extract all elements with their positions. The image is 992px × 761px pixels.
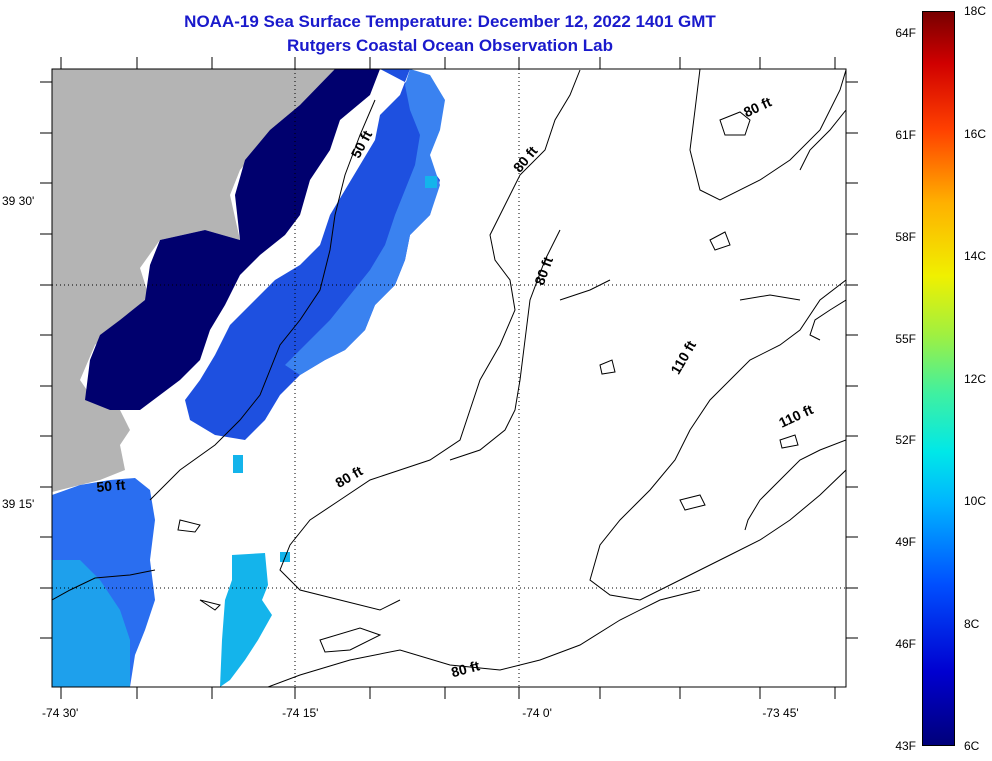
map-title: NOAA-19 Sea Surface Temperature: Decembe… xyxy=(184,12,716,31)
bathymetry-contours xyxy=(52,69,846,687)
contour-80ft-east xyxy=(689,69,846,201)
colorbar-f-label: 43F xyxy=(895,739,916,753)
sst-mid-band xyxy=(185,69,440,440)
contour-80ft-south xyxy=(266,589,701,687)
land-mass xyxy=(52,69,375,492)
colorbar-f-label: 49F xyxy=(895,535,916,550)
x-tick-label: -74 0' xyxy=(522,706,552,720)
tick-marks xyxy=(40,57,858,699)
colorbar-f-label: 58F xyxy=(895,229,916,244)
colorbar-c-label: 10C xyxy=(964,494,987,508)
map-plot-area xyxy=(52,69,846,687)
contour-island xyxy=(177,519,201,533)
contour-label: 80 ft xyxy=(531,254,556,287)
sst-pixel xyxy=(233,455,243,473)
y-tick-label: 39 30' xyxy=(2,194,35,209)
colorbar xyxy=(922,11,955,746)
colorbar-f-label: 61F xyxy=(895,127,916,142)
contour-ridge xyxy=(559,279,611,301)
contour-shelf xyxy=(799,109,846,171)
contour-ridge xyxy=(739,294,801,301)
x-tick-label: -73 45' xyxy=(762,706,799,720)
contour-label: 110 ft xyxy=(667,338,699,377)
colorbar-f-label: 46F xyxy=(895,637,916,652)
contour-island xyxy=(199,599,221,611)
sst-warm-edge xyxy=(285,69,445,375)
contour-label: 110 ft xyxy=(776,401,816,431)
contour-50ft xyxy=(149,99,376,501)
map-subtitle: Rutgers Coastal Ocean Observation Lab xyxy=(287,36,613,55)
colorbar-c-label: 16C xyxy=(964,126,987,141)
colorbar-f-label: 52F xyxy=(895,433,916,448)
x-tick-label: -74 15' xyxy=(282,706,319,720)
y-tick-label: 39 15' xyxy=(2,497,35,512)
colorbar-f-label: 55F xyxy=(895,331,916,346)
colorbar-c-label: 12C xyxy=(964,371,987,386)
contour-label: 50 ft xyxy=(96,476,126,494)
contour-island xyxy=(599,359,616,375)
contour-island xyxy=(719,111,751,136)
contour-80ft-mid xyxy=(449,229,561,461)
contour-island xyxy=(679,494,706,511)
contour-shelf xyxy=(809,299,846,341)
colorbar-c-label: 6C xyxy=(964,739,980,753)
contour-110ft xyxy=(589,279,846,601)
sst-south-patch-cyan xyxy=(52,560,130,687)
contour-label: 80 ft xyxy=(741,93,774,120)
colorbar-c-label: 14C xyxy=(964,249,987,263)
sst-cyan-patch xyxy=(220,553,272,687)
contour-island xyxy=(709,231,731,251)
x-tick-label: -74 30' xyxy=(42,706,79,720)
colorbar-c-label: 8C xyxy=(964,616,980,631)
contour-label: 80 ft xyxy=(449,657,481,680)
graticule xyxy=(52,69,846,687)
colorbar-c-label: 18C xyxy=(964,4,987,18)
map-frame xyxy=(51,68,847,688)
contour-island xyxy=(779,434,799,449)
sst-pixel xyxy=(425,176,437,188)
contour-50ft-south xyxy=(52,569,156,601)
sst-cold-nearshore xyxy=(85,69,380,410)
contour-island xyxy=(319,627,382,653)
contour-110ft-east xyxy=(744,439,846,531)
colorbar-f-label: 64F xyxy=(895,26,916,40)
contour-80ft-north xyxy=(279,69,581,611)
